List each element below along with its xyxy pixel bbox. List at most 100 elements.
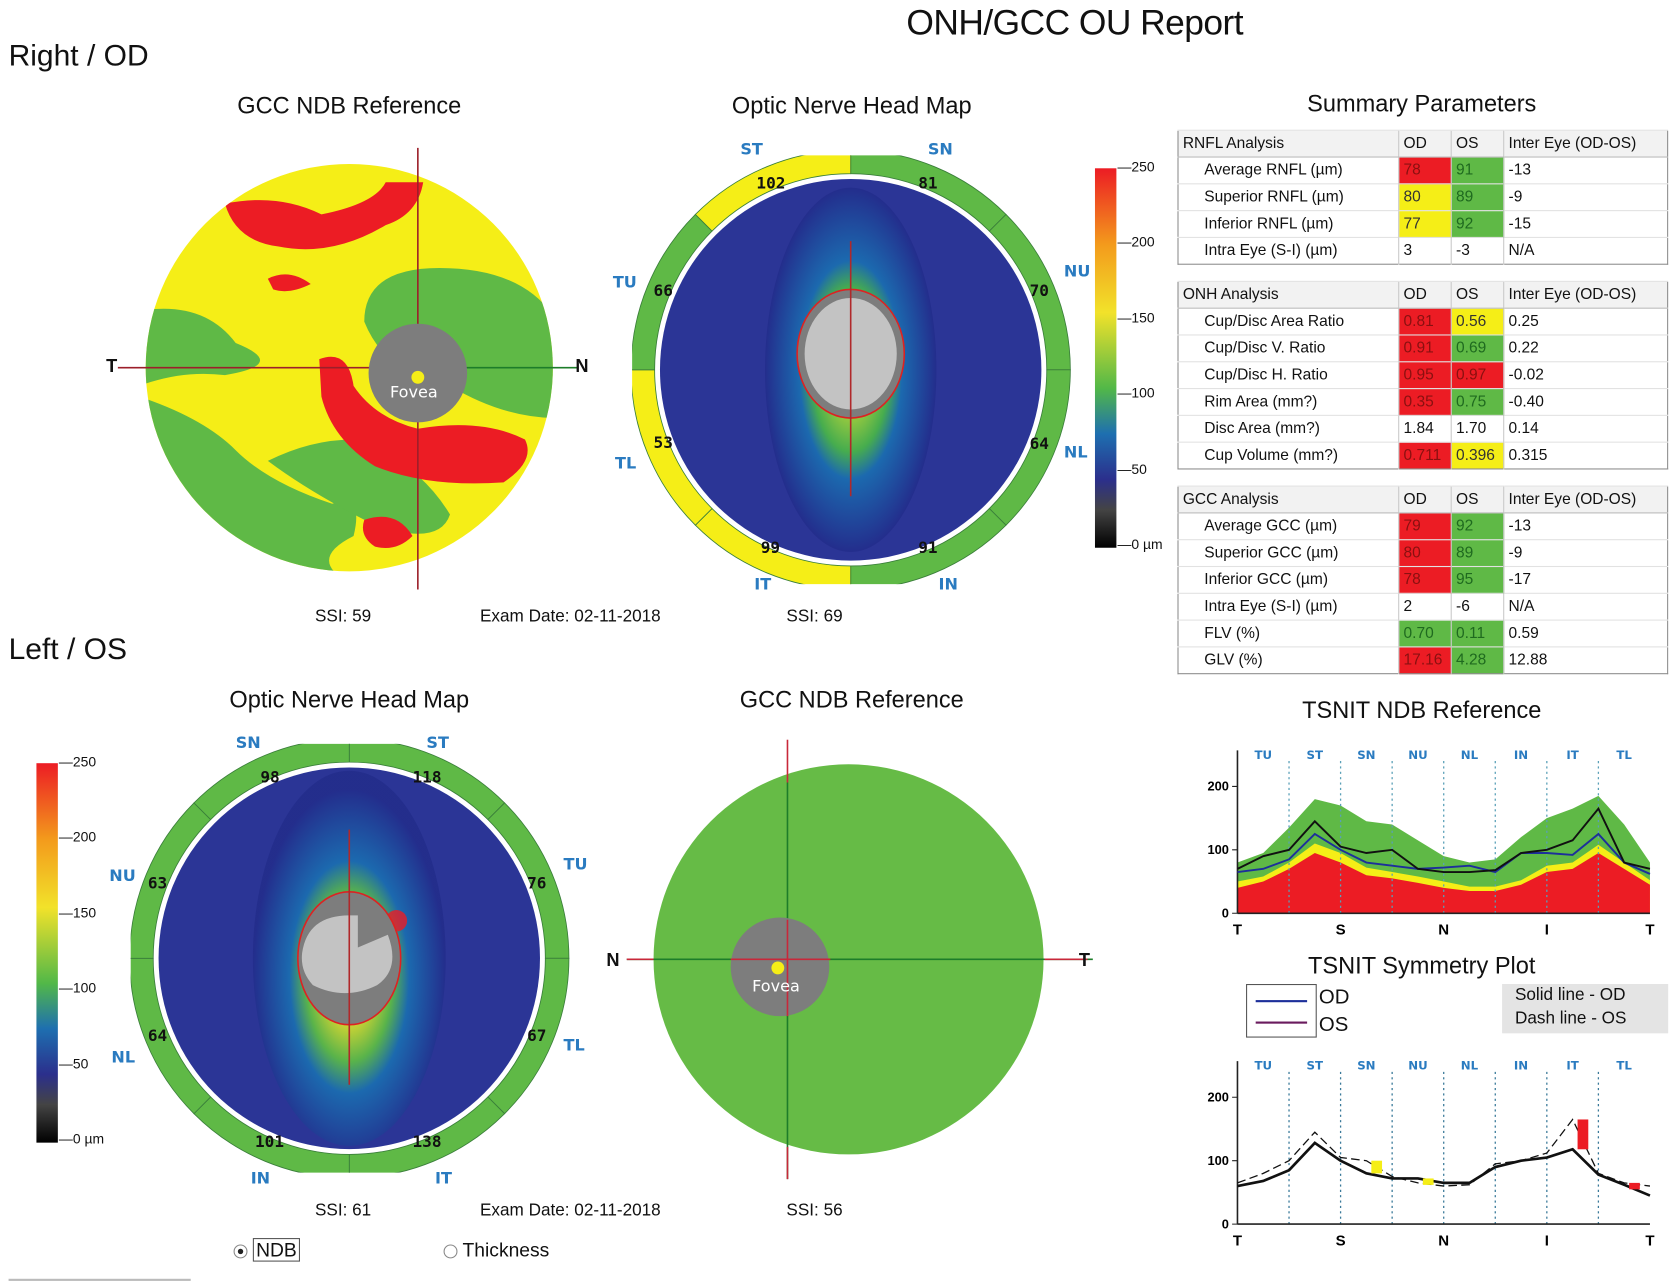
od-value: 0.70 bbox=[1398, 619, 1452, 647]
od-ring-value-tu: 66 bbox=[653, 280, 673, 301]
inter-eye-value: 12.88 bbox=[1503, 646, 1668, 674]
summary-title: Summary Parameters bbox=[1307, 90, 1537, 117]
inter-eye-value: -0.02 bbox=[1503, 361, 1668, 389]
right-eye-title: Right / OD bbox=[8, 38, 149, 72]
od-sector-tl: TL bbox=[614, 453, 637, 473]
table-row: Rim Area (mm?) 0.35 0.75 -0.40 bbox=[1178, 388, 1668, 416]
row-label: Disc Area (mm?) bbox=[1178, 414, 1399, 443]
ndb-radio-option[interactable]: NDB bbox=[233, 1238, 301, 1262]
od-value: 0.711 bbox=[1398, 441, 1452, 469]
ndb-radio[interactable] bbox=[233, 1244, 248, 1259]
os-exam-date: Exam Date: 02-11-2018 bbox=[479, 1201, 661, 1220]
header-cell: Inter Eye (OD-OS) bbox=[1503, 485, 1668, 514]
od-exam-date: Exam Date: 02-11-2018 bbox=[479, 607, 661, 626]
od-value: 80 bbox=[1398, 183, 1452, 211]
os-gcc-title: GCC NDB Reference bbox=[739, 686, 964, 713]
asymmetry-highlight bbox=[1577, 1119, 1589, 1150]
os-value: 0.11 bbox=[1450, 619, 1504, 647]
os-ring-value-it: 138 bbox=[412, 1131, 442, 1152]
os-fovea-label: Fovea bbox=[752, 976, 800, 996]
inter-eye-value: 0.59 bbox=[1503, 619, 1668, 647]
od-gcc-title: GCC NDB Reference bbox=[237, 92, 462, 119]
inter-eye-value: -9 bbox=[1503, 539, 1668, 567]
legend-swatch-box bbox=[1246, 984, 1317, 1038]
asymmetry-highlight bbox=[1422, 1178, 1434, 1185]
od-value: 1.84 bbox=[1398, 414, 1452, 443]
os-ring-value-nl: 64 bbox=[147, 1025, 168, 1046]
thickness-radio[interactable] bbox=[443, 1244, 458, 1259]
od-ring-value-tl: 53 bbox=[653, 433, 673, 453]
table-row: Intra Eye (S-I) (µm) 2 -6 N/A bbox=[1178, 592, 1668, 621]
table-row: Cup Volume (mm?) 0.711 0.396 0.315 bbox=[1178, 441, 1668, 469]
y-tick-label: 0 bbox=[1222, 1216, 1229, 1231]
os-gcc-ndb-map bbox=[626, 739, 1093, 1180]
os-legend-line bbox=[1255, 1021, 1308, 1024]
sector-label: NL bbox=[1461, 1059, 1479, 1073]
sector-label: IT bbox=[1566, 748, 1578, 762]
os-legend-label: OS bbox=[1318, 1014, 1349, 1037]
series-line-od bbox=[1237, 832, 1651, 875]
row-label: GLV (%) bbox=[1178, 646, 1399, 674]
os-sector-it: IT bbox=[434, 1168, 452, 1188]
row-label: Cup/Disc V. Ratio bbox=[1178, 334, 1399, 362]
row-label: Superior RNFL (µm) bbox=[1178, 183, 1399, 211]
table-row: Inferior RNFL (µm) 77 92 -15 bbox=[1178, 210, 1668, 238]
os-value: 4.28 bbox=[1450, 646, 1504, 674]
os-sector-st: ST bbox=[426, 733, 449, 753]
table-row: Average RNFL (µm) 78 91 -13 bbox=[1178, 156, 1668, 184]
os-value: 0.396 bbox=[1450, 441, 1504, 469]
x-tick-label: I bbox=[1545, 1233, 1549, 1249]
os-ring-value-st: 118 bbox=[412, 767, 442, 787]
inter-eye-value: -9 bbox=[1503, 183, 1668, 211]
od-ring-value-it: 99 bbox=[760, 538, 781, 558]
od-legend-line bbox=[1255, 1000, 1308, 1003]
band-red bbox=[1237, 853, 1650, 914]
report-title: ONH/GCC OU Report bbox=[906, 2, 1244, 42]
row-label: Rim Area (mm?) bbox=[1178, 388, 1399, 416]
row-label: Cup/Disc H. Ratio bbox=[1178, 361, 1399, 389]
dash-line-note: Dash line - OS bbox=[1514, 1009, 1627, 1028]
od-gcc-ssi: SSI: 59 bbox=[314, 607, 372, 626]
thickness-radio-label[interactable]: Thickness bbox=[462, 1239, 550, 1261]
asymmetry-highlight bbox=[1371, 1160, 1383, 1174]
row-label: Inferior RNFL (µm) bbox=[1178, 210, 1399, 238]
ndb-radio-label[interactable]: NDB bbox=[252, 1238, 301, 1262]
os-value: -3 bbox=[1450, 236, 1504, 265]
os-value: 0.97 bbox=[1450, 361, 1504, 389]
thickness-radio-option[interactable]: Thickness bbox=[443, 1239, 550, 1262]
od-gcc-ndb-map bbox=[117, 147, 579, 590]
x-tick-label: N bbox=[1438, 922, 1449, 938]
series-line-od bbox=[1237, 1141, 1651, 1197]
colorbar-tick: —250 bbox=[58, 753, 97, 770]
tsnit-ndb-title: TSNIT NDB Reference bbox=[1302, 696, 1542, 724]
ring-segment-st bbox=[694, 155, 852, 232]
y-tick-label: 100 bbox=[1207, 842, 1228, 857]
os-sector-nu: NU bbox=[109, 866, 136, 886]
header-cell: OS bbox=[1450, 129, 1504, 158]
os-onh-ssi: SSI: 61 bbox=[314, 1201, 372, 1220]
sector-label: TL bbox=[1616, 1059, 1632, 1073]
od-gcc-axis-t: T bbox=[106, 355, 118, 377]
row-label: Intra Eye (S-I) (µm) bbox=[1178, 592, 1399, 621]
od-onh-title: Optic Nerve Head Map bbox=[731, 92, 972, 119]
x-tick-label: T bbox=[1645, 922, 1654, 938]
x-tick-label: S bbox=[1336, 922, 1346, 938]
od-value: 2 bbox=[1398, 592, 1452, 621]
od-ring-value-sn: 81 bbox=[918, 173, 938, 193]
x-tick-label: N bbox=[1438, 1233, 1449, 1249]
od-ring-value-st: 102 bbox=[756, 173, 786, 193]
x-tick-label: S bbox=[1336, 1233, 1346, 1249]
asymmetry-highlight bbox=[1629, 1182, 1640, 1190]
os-value: 92 bbox=[1450, 512, 1504, 540]
os-ring-value-sn: 98 bbox=[260, 767, 280, 787]
inter-eye-value: N/A bbox=[1503, 592, 1668, 621]
sector-label: TU bbox=[1254, 1059, 1272, 1073]
os-onh-title: Optic Nerve Head Map bbox=[229, 686, 470, 713]
inter-eye-value: -17 bbox=[1503, 565, 1668, 594]
row-label: Average RNFL (µm) bbox=[1178, 156, 1399, 184]
colorbar-tick: —100 bbox=[58, 979, 97, 996]
os-value: 0.56 bbox=[1450, 307, 1504, 335]
colorbar-tick: —150 bbox=[1117, 309, 1155, 326]
